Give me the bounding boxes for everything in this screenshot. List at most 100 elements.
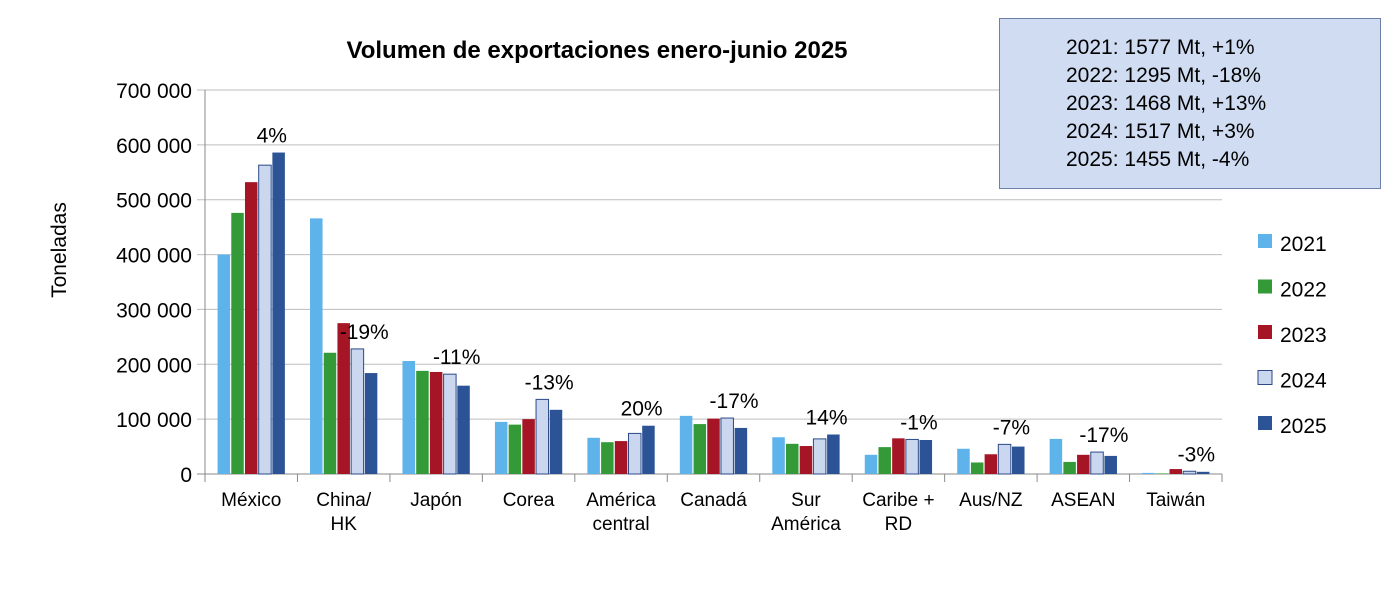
bar-2022 <box>601 442 614 474</box>
x-tick-label: ASEAN <box>1051 490 1115 511</box>
chart-title: Volumen de exportaciones enero-junio 202… <box>346 37 847 64</box>
bar-2025 <box>1012 446 1025 474</box>
bar-2023 <box>707 418 720 474</box>
bar-2023 <box>984 454 998 474</box>
bars <box>217 152 1210 475</box>
annotations: 4% -19% -11% -13% 20% -17% 14% -1% -7% -17% -3% <box>257 125 1215 467</box>
bar-2023 <box>1077 454 1090 474</box>
bar-2024 <box>997 443 1012 475</box>
bar-2025 <box>457 385 470 474</box>
bar-2021 <box>679 415 693 474</box>
legend-label: 2021 <box>1280 233 1327 256</box>
bar-2022 <box>786 443 799 474</box>
bar-2022 <box>416 370 429 474</box>
bar-2021 <box>587 437 600 474</box>
growth-annotation: 4% <box>257 125 287 148</box>
summary-line: 2021: 1577 Mt, +1% <box>1066 36 1255 59</box>
bar-2023 <box>429 371 443 474</box>
bar-2024 <box>350 348 365 475</box>
bar-2024 <box>627 432 642 475</box>
bar-2025 <box>642 425 655 474</box>
bar-2024 <box>1090 451 1104 475</box>
bar-2025 <box>364 373 378 474</box>
legend-label: 2022 <box>1280 279 1327 302</box>
bar-2021 <box>1142 472 1155 474</box>
legend: 2021 2022 2023 2024 2025 <box>1257 233 1327 438</box>
bar-2023 <box>244 182 258 474</box>
y-tick-label: 200 000 <box>116 354 192 377</box>
growth-annotation: 20% <box>621 398 663 421</box>
x-tick-label: América <box>771 514 841 535</box>
legend-swatch-2024 <box>1257 370 1273 385</box>
bar-2022 <box>693 424 707 474</box>
bar-2022 <box>231 212 244 474</box>
growth-annotation: -11% <box>433 346 480 369</box>
bar-2021 <box>957 448 970 474</box>
y-axis-label: Toneladas <box>48 202 71 298</box>
y-tick-label: 100 000 <box>116 409 192 432</box>
bar-2021 <box>772 437 785 474</box>
growth-annotation: 14% <box>805 407 847 430</box>
bar-2021 <box>402 360 415 474</box>
bar-2021 <box>864 454 878 474</box>
bar-2022 <box>878 447 891 474</box>
bar-2025 <box>1196 471 1210 474</box>
bar-2024 <box>443 373 457 475</box>
summary-line: 2025: 1455 Mt, -4% <box>1066 148 1250 171</box>
x-tick-label: Canadá <box>680 490 747 511</box>
growth-annotation: -13% <box>525 371 574 394</box>
legend-swatch-2023 <box>1258 325 1272 339</box>
bar-2024 <box>535 398 550 475</box>
bar-2024 <box>720 417 734 475</box>
bar-2025 <box>272 152 285 474</box>
bar-2021 <box>217 254 231 474</box>
x-tick-label: central <box>593 514 650 535</box>
bar-2025 <box>827 434 840 474</box>
x-tick-label: HK <box>330 514 357 535</box>
y-tick-label: 700 000 <box>116 80 192 103</box>
y-tick-label: 500 000 <box>116 190 192 213</box>
bar-2023 <box>892 438 905 474</box>
summary-line: 2022: 1295 Mt, -18% <box>1066 64 1261 87</box>
growth-annotation: -1% <box>900 411 937 434</box>
legend-swatch-2021 <box>1258 234 1272 248</box>
summary-line: 2023: 1468 Mt, +13% <box>1066 92 1267 115</box>
x-tick-label: Corea <box>503 490 555 511</box>
bar-2023 <box>337 323 350 474</box>
bar-2023 <box>799 446 813 474</box>
x-tick-label: Sur <box>791 490 821 511</box>
bar-2024 <box>905 438 919 475</box>
bar-2024 <box>1182 470 1197 475</box>
x-tick-label: América <box>586 490 656 511</box>
growth-annotation: -17% <box>710 390 759 413</box>
growth-annotation: -19% <box>340 321 389 344</box>
bar-2024 <box>812 438 827 475</box>
bar-2021 <box>310 218 323 474</box>
legend-label: 2024 <box>1280 370 1327 393</box>
bar-2025 <box>549 409 563 474</box>
bar-2021 <box>1049 438 1063 474</box>
x-axis-ticks: México China/HK Japón Corea América central Ca… <box>221 490 1205 535</box>
y-tick-label: 0 <box>180 464 192 487</box>
bar-2022 <box>1155 473 1169 474</box>
bar-2021 <box>494 421 508 474</box>
bar-2023 <box>522 419 535 474</box>
bar-2022 <box>1063 461 1076 474</box>
x-tick-label: Aus/NZ <box>959 490 1023 511</box>
legend-swatch-2022 <box>1258 279 1272 294</box>
x-tick-label: Caribe + <box>862 490 934 511</box>
bar-2025 <box>1104 455 1117 474</box>
summary-line: 2024: 1517 Mt, +3% <box>1066 120 1255 143</box>
x-tick-label: Japón <box>410 490 462 511</box>
x-tick-label: China/ <box>316 490 372 511</box>
bar-2025 <box>919 439 933 474</box>
legend-swatch-2025 <box>1258 416 1272 430</box>
bar-2023 <box>1169 469 1183 474</box>
y-axis-ticks: 0 100 000 200 000 300 000 400 000 500 000 600 … <box>116 80 192 487</box>
bar-2022 <box>508 424 522 474</box>
bar-2022 <box>970 462 984 474</box>
x-tick-label: México <box>221 490 281 511</box>
bar-2024 <box>258 164 272 475</box>
x-tick-label: RD <box>885 514 912 535</box>
